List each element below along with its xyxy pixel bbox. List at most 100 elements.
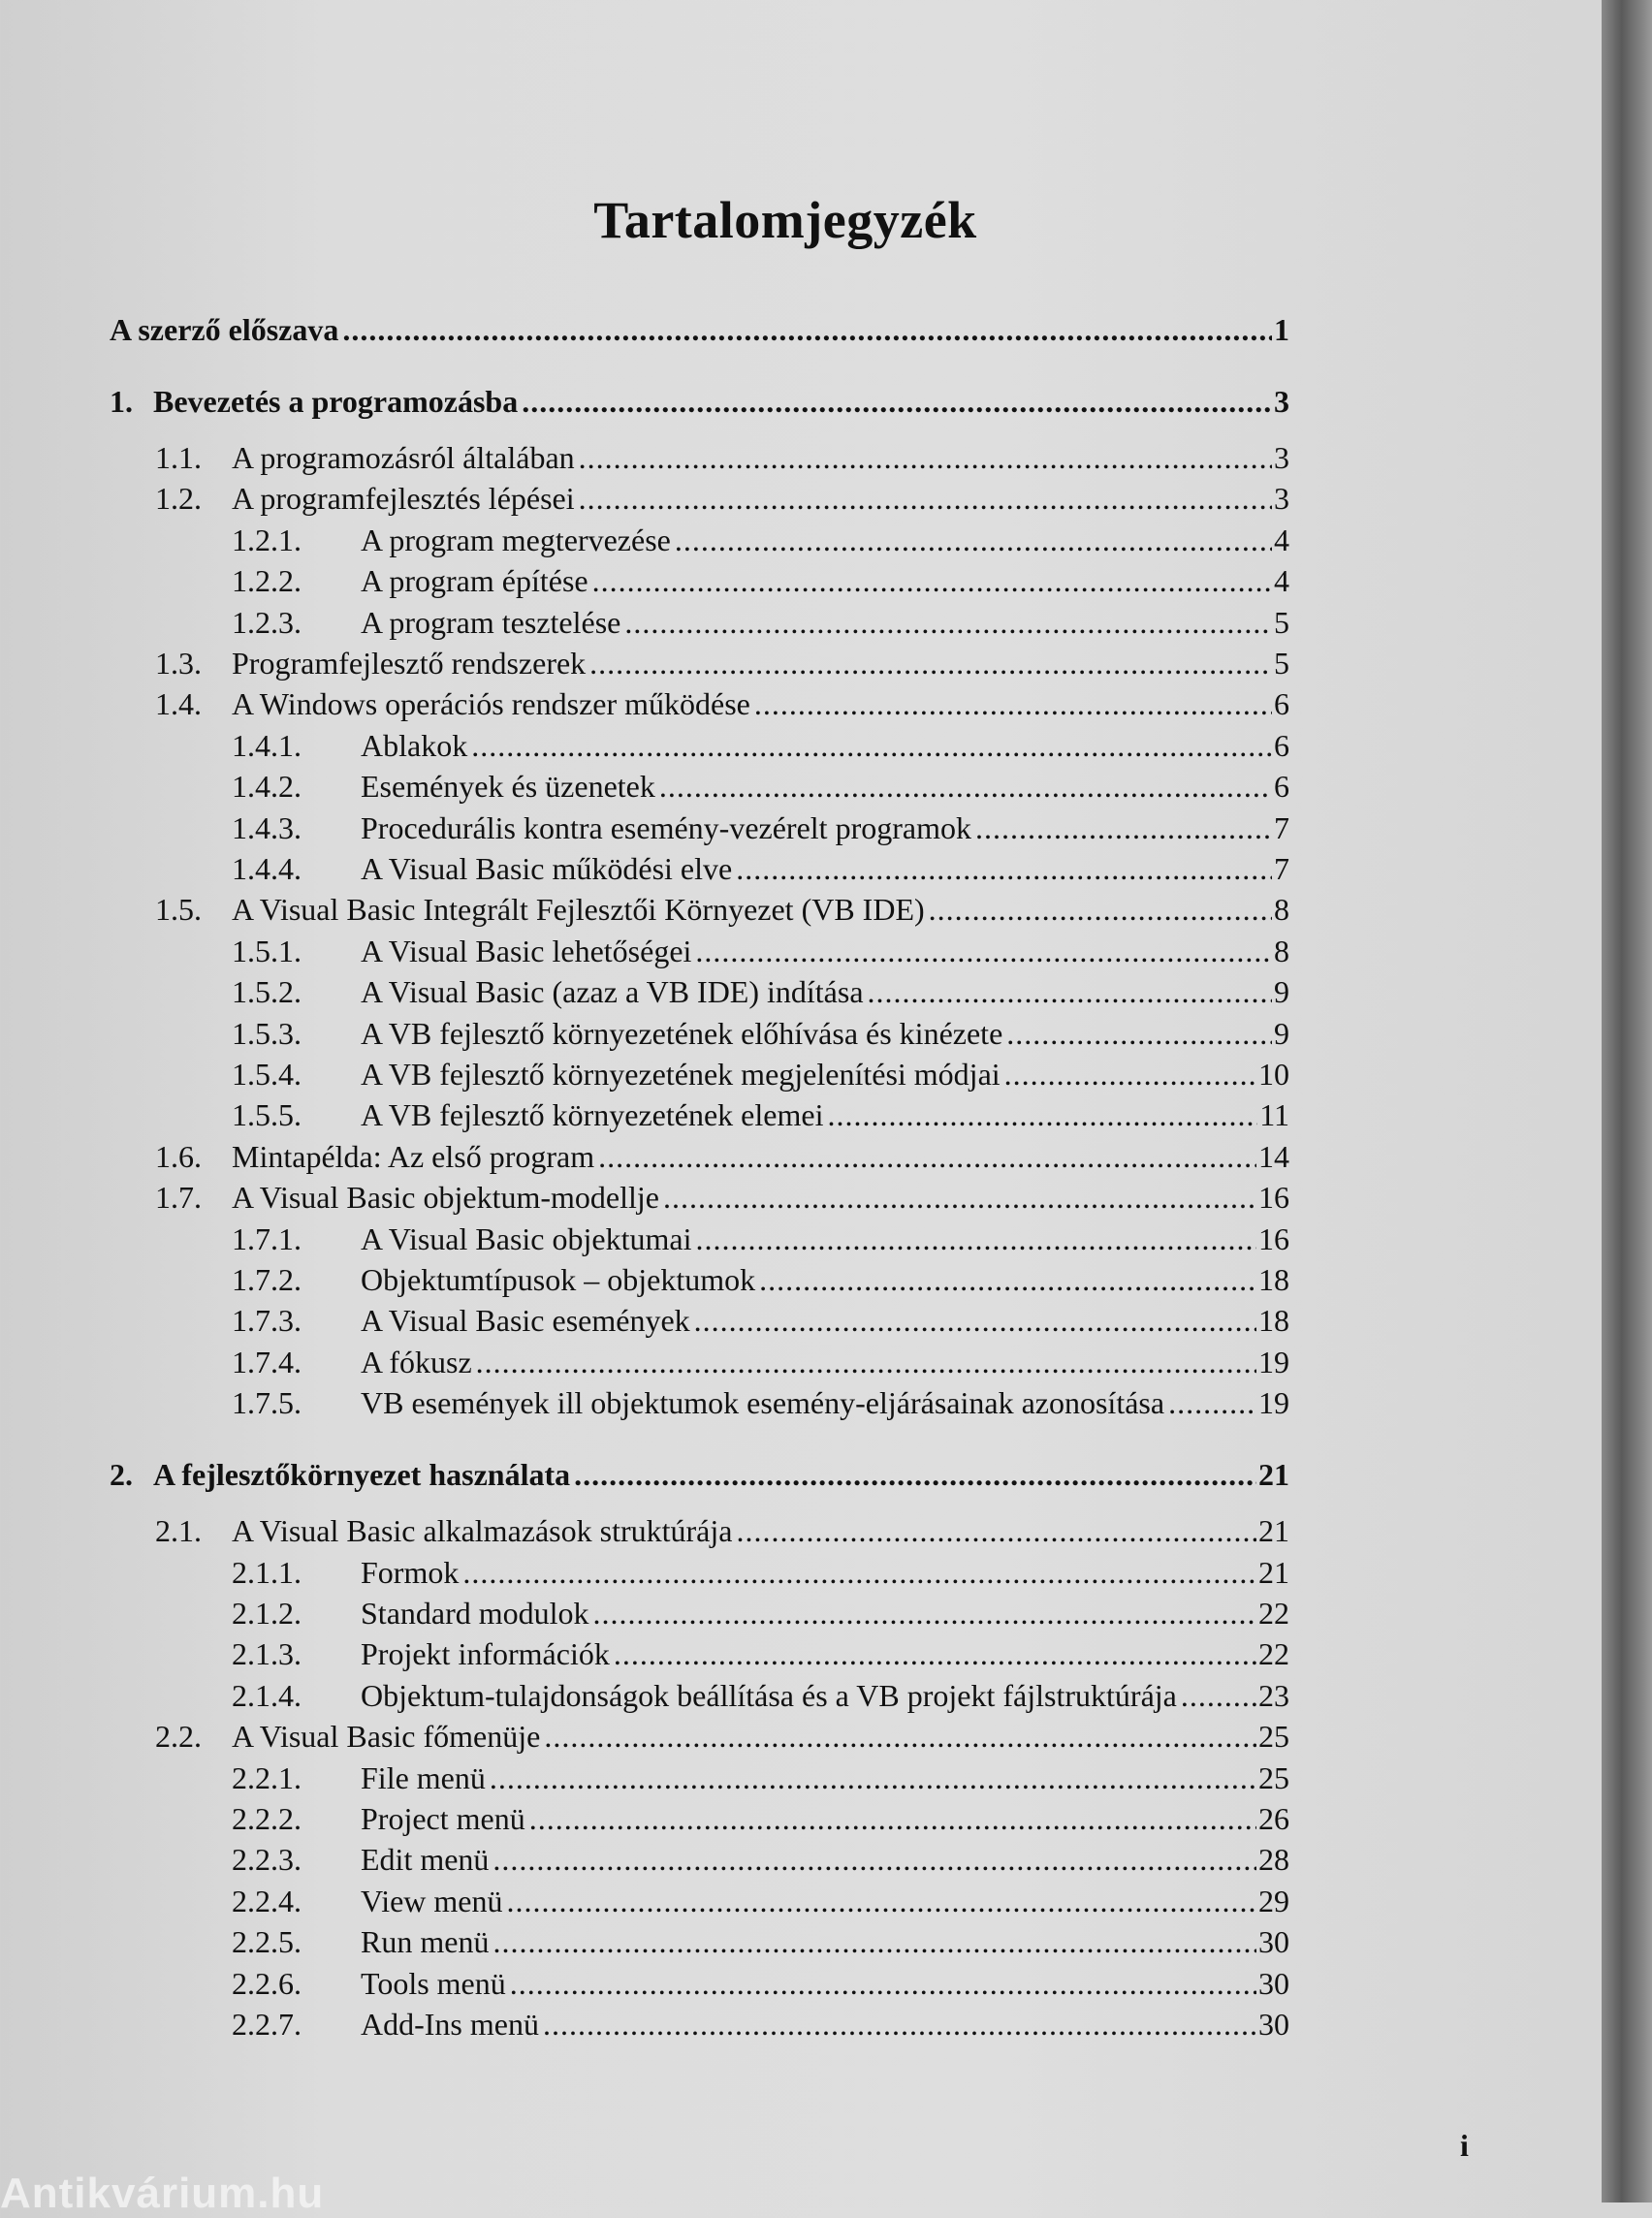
- toc-entry-title: A programfejlesztés lépései: [232, 481, 575, 517]
- toc-entry: 2.2.3. Edit menü.........................…: [0, 1838, 1474, 1881]
- leader-dots: ........................................…: [489, 1759, 1256, 1795]
- page-number: i: [1460, 2128, 1469, 2163]
- toc-entry-number: 1.5.3.: [232, 1015, 302, 1051]
- leader-dots: ........................................…: [509, 1965, 1256, 2001]
- toc-entry-title: A Visual Basic (azaz a VB IDE) indítása: [361, 974, 864, 1010]
- toc-entry-number: 2.2.3.: [232, 1842, 302, 1878]
- toc-entry: 2.1.4. Objektum-tulajdonságok beállítása …: [0, 1674, 1474, 1717]
- toc-entry-page: 22: [1258, 1636, 1289, 1672]
- toc-entry-title: VB események ill objektumok esemény-eljá…: [361, 1385, 1165, 1421]
- toc-entry-page: 18: [1258, 1262, 1289, 1297]
- toc-entry: 2.1.3. Projekt információk...............…: [0, 1632, 1474, 1675]
- toc-entry-title: Bevezetés a programozásba: [153, 384, 519, 419]
- toc-entry-title: A program tesztelése: [361, 604, 621, 640]
- toc-entry-number: 1.4.1.: [232, 727, 302, 763]
- leader-dots: ........................................…: [578, 481, 1272, 517]
- toc-entry-title: Projekt információk: [361, 1636, 610, 1672]
- leader-dots: ........................................…: [674, 522, 1272, 557]
- toc-entry-title: A program építése: [361, 563, 588, 599]
- toc-entry-title: A Windows operációs rendszer működése: [232, 686, 750, 722]
- leader-dots: ........................................…: [827, 1097, 1258, 1133]
- toc-entry-title: Objektum-tulajdonságok beállítása és a V…: [361, 1677, 1177, 1713]
- leader-dots: ........................................…: [1003, 1057, 1256, 1092]
- toc-entry: 1.6. Mintapélda: Az első program.........…: [0, 1135, 1474, 1178]
- toc-entry-number: 1.2.3.: [232, 604, 302, 640]
- toc-entry: 1.7.1. A Visual Basic objektumai.........…: [0, 1218, 1474, 1260]
- toc-entry-number: 2.2.5.: [232, 1924, 302, 1960]
- toc-entry: 1.7.3. A Visual Basic események..........…: [0, 1299, 1474, 1342]
- leader-dots: ........................................…: [506, 1883, 1256, 1918]
- toc-entry-title: Ablakok: [361, 727, 468, 763]
- toc-entry: 1.5.4. A VB fejlesztő környezetének megje…: [0, 1053, 1474, 1095]
- toc-entry: A szerző előszava.......................…: [0, 308, 1474, 351]
- leader-dots: ........................................…: [542, 2007, 1256, 2042]
- toc-entry-number: 1.7.5.: [232, 1385, 302, 1421]
- toc-entry: 1.5.1. A Visual Basic lehetőségei........…: [0, 930, 1474, 972]
- toc-entry-page: 21: [1258, 1513, 1289, 1549]
- toc-entry-title: Programfejlesztő rendszerek: [232, 646, 587, 681]
- leader-dots: ........................................…: [598, 1138, 1256, 1174]
- toc-entry-number: 1.2.2.: [232, 563, 302, 599]
- toc-entry: 1.7.4. A fókusz..........................…: [0, 1341, 1474, 1383]
- leader-dots: ........................................…: [753, 686, 1272, 722]
- leader-dots: ........................................…: [471, 727, 1272, 763]
- toc-entry-number: 2.2.2.: [232, 1801, 302, 1836]
- leader-dots: ........................................…: [1006, 1015, 1272, 1051]
- toc-entry-number: 2.2.1.: [232, 1759, 302, 1795]
- toc-entry-title: A Visual Basic objektum-modellje: [232, 1180, 659, 1216]
- toc-entry-number: 1.5.4.: [232, 1057, 302, 1092]
- toc-entry-title: Tools menü: [361, 1965, 506, 2001]
- toc-entry-title: Események és üzenetek: [361, 769, 655, 805]
- leader-dots: ........................................…: [492, 1924, 1256, 1960]
- toc-entry: 2.2.1. File menü.........................…: [0, 1757, 1474, 1799]
- toc-entry: 1.4.2. Események és üzenetek.............…: [0, 765, 1474, 808]
- toc-entry: 1.5.5. A VB fejlesztő környezetének eleme…: [0, 1093, 1474, 1136]
- toc-entry-number: 2.1.: [155, 1513, 202, 1549]
- toc-entry-number: 1.5.2.: [232, 974, 302, 1010]
- toc-entry-page: 16: [1258, 1180, 1289, 1216]
- toc-entry-page: 30: [1258, 1924, 1289, 1960]
- toc-entry-title: Project menü: [361, 1801, 525, 1836]
- toc-entry-title: A Visual Basic lehetőségei: [361, 933, 692, 968]
- toc-entry-number: 1.1.: [155, 440, 202, 475]
- leader-dots: ........................................…: [462, 1554, 1256, 1590]
- leader-dots: ........................................…: [492, 1842, 1256, 1878]
- leader-dots: ........................................…: [662, 1180, 1256, 1216]
- toc-entry-number: 2.2.4.: [232, 1883, 302, 1918]
- toc-entry-page: 19: [1258, 1385, 1289, 1421]
- toc-entry: 1.5.3. A VB fejlesztő környezetének előhí…: [0, 1012, 1474, 1055]
- toc-entry: 2.2.4. View menü.........................…: [0, 1880, 1474, 1922]
- toc-entry-title: A Visual Basic objektumai: [361, 1220, 692, 1256]
- leader-dots: ........................................…: [1168, 1385, 1256, 1421]
- toc-entry-page: 25: [1258, 1719, 1289, 1755]
- leader-dots: ........................................…: [736, 851, 1272, 886]
- toc-entry-page: 29: [1258, 1883, 1289, 1918]
- toc-entry: 1.4. A Windows operációs rendszer működés…: [0, 682, 1474, 725]
- toc-entry: 2.2.5. Run menü..........................…: [0, 1920, 1474, 1963]
- toc-entry: 1.7.5. VB események ill objektumok esemén…: [0, 1381, 1474, 1424]
- toc-entry: 1.2.3. A program tesztelése..............…: [0, 601, 1474, 644]
- toc-entry-title: A Visual Basic főmenüje: [232, 1719, 541, 1755]
- toc-entry-number: 1.7.2.: [232, 1262, 302, 1297]
- toc-entry-title: Procedurális kontra esemény-vezérelt pro…: [361, 809, 971, 845]
- toc-entry-page: 14: [1258, 1138, 1289, 1174]
- toc-entry: 1.5. A Visual Basic Integrált Fejlesztői …: [0, 888, 1474, 931]
- toc-entry: 1.2. A programfejlesztés lépései.........…: [0, 477, 1474, 520]
- toc-entry-number: 1.2.1.: [232, 522, 302, 557]
- toc-entry-title: A VB fejlesztő környezetének előhívása é…: [361, 1015, 1003, 1051]
- toc-entry-page: 6: [1274, 686, 1289, 722]
- toc-entry-page: 3: [1274, 440, 1289, 475]
- toc-entry: 2.2.2. Project menü......................…: [0, 1797, 1474, 1840]
- toc-entry-page: 5: [1274, 646, 1289, 681]
- toc-entry-number: 2.1.3.: [232, 1636, 302, 1672]
- toc-entry-title: A Visual Basic működési elve: [361, 851, 733, 886]
- toc-entry-number: 1.7.1.: [232, 1220, 302, 1256]
- toc-entry-page: 9: [1274, 974, 1289, 1010]
- toc-entry-page: 4: [1274, 522, 1289, 557]
- leader-dots: ........................................…: [867, 974, 1272, 1010]
- toc-entry: 1.4.3. Procedurális kontra esemény-vezére…: [0, 807, 1474, 849]
- toc-entry-page: 9: [1274, 1015, 1289, 1051]
- toc-entry-page: 19: [1258, 1344, 1289, 1379]
- watermark-logo: Antikvárium.hu: [0, 2170, 325, 2217]
- toc-entry: 1.7. A Visual Basic objektum-modellje....…: [0, 1176, 1474, 1219]
